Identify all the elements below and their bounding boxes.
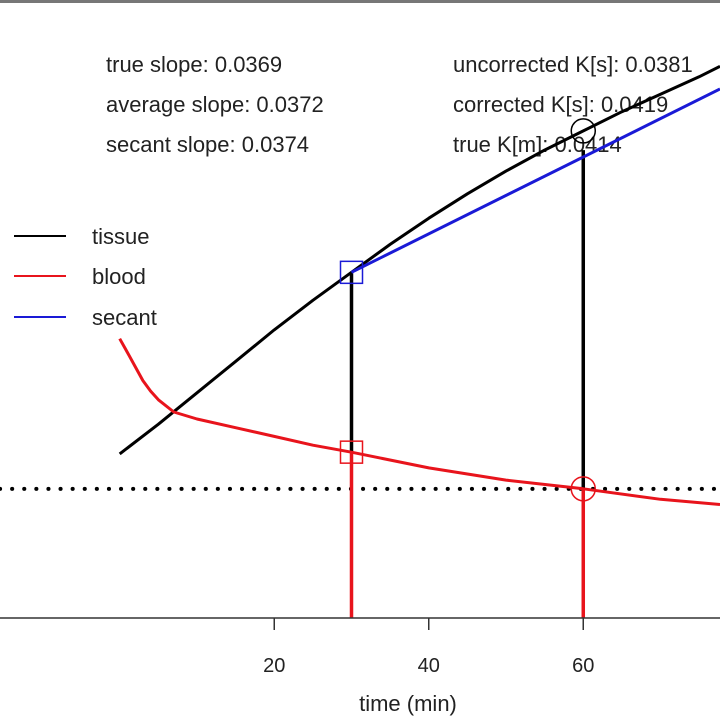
series-line-secant: [350, 87, 720, 274]
annotation-average-slope: average slope: 0.0372: [106, 92, 324, 117]
series-line-tissue: [118, 64, 720, 456]
x-tick-label-20: 20: [263, 655, 285, 677]
annotation-secant-slope: secant slope: 0.0374: [106, 132, 309, 157]
legend-label-secant: secant: [92, 305, 157, 330]
x-tick-label-60: 60: [572, 655, 594, 677]
legend: tissue blood secant: [14, 224, 157, 330]
plot-area: [0, 64, 720, 618]
legend-label-tissue: tissue: [92, 224, 149, 249]
legend-label-blood: blood: [92, 264, 146, 289]
marker-square-1: [339, 440, 364, 464]
x-tick-label-40: 40: [418, 655, 440, 677]
x-axis-label: time (min): [359, 691, 457, 716]
annotation-uncorrected-ks: uncorrected K[s]: 0.0381: [453, 52, 693, 77]
annotation-true-slope: true slope: 0.0369: [106, 52, 282, 77]
series-line-blood: [118, 337, 720, 506]
x-ticks: 20 40 60: [263, 618, 594, 677]
marker-circle-3: [570, 476, 597, 502]
annotations-left: true slope: 0.0369 average slope: 0.0372…: [106, 52, 324, 157]
marker-square-0: [339, 260, 364, 285]
x-axis: 20 40 60 time (min): [0, 617, 720, 716]
annotation-corrected-ks: corrected K[s]: 0.0419: [453, 92, 668, 117]
marker-circle-2: [570, 118, 597, 144]
